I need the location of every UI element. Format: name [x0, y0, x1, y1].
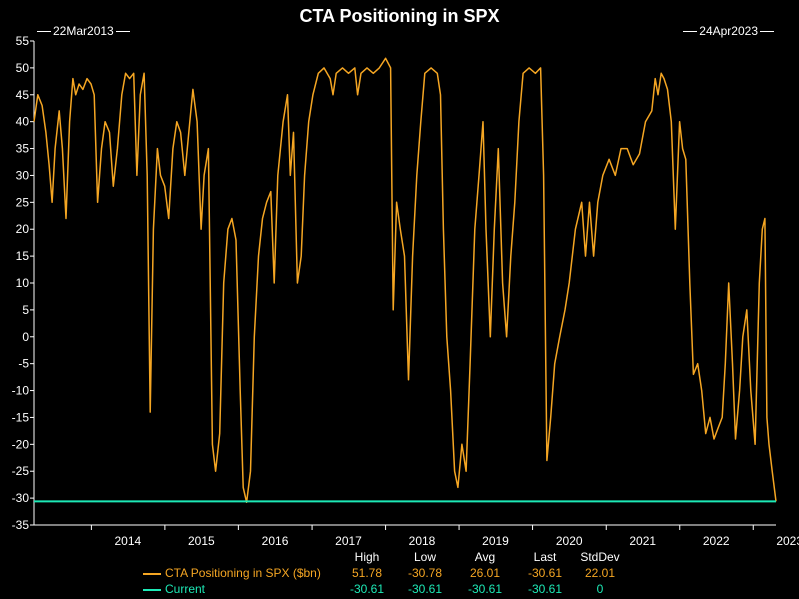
legend-entry: Current [143, 582, 205, 596]
x-tick-label: 2020 [556, 534, 583, 548]
y-tick-label: 45 [16, 88, 30, 102]
x-tick-label: 2019 [482, 534, 509, 548]
x-tick-label: 2022 [703, 534, 730, 548]
legend-entry: CTA Positioning in SPX ($bn) [143, 566, 321, 580]
stats-value-low: -30.78 [407, 566, 443, 580]
legend-swatch [143, 572, 161, 575]
y-tick-label: -25 [12, 464, 30, 478]
x-tick-label: 2016 [262, 534, 289, 548]
y-tick-label: 20 [16, 222, 30, 236]
x-tick-label: 2018 [409, 534, 436, 548]
x-tick-label: 2017 [335, 534, 362, 548]
y-tick-label: -15 [12, 410, 30, 424]
y-tick-label: 55 [16, 34, 30, 48]
y-tick-label: -20 [12, 437, 30, 451]
legend-label: CTA Positioning in SPX ($bn) [165, 566, 321, 580]
y-tick-label: 10 [16, 276, 30, 290]
y-tick-label: 15 [16, 249, 30, 263]
y-tick-label: -5 [18, 357, 29, 371]
stats-header: Last [533, 550, 557, 564]
y-tick-label: 50 [16, 61, 30, 75]
x-tick-label: 2023 [776, 534, 799, 548]
y-tick-label: 5 [22, 303, 29, 317]
stats-value-last: -30.61 [527, 566, 563, 580]
legend-label: Current [165, 582, 206, 596]
x-tick-label: 2014 [114, 534, 141, 548]
stats-value-low: -30.61 [407, 582, 443, 596]
y-tick-label: -30 [12, 491, 30, 505]
stats-header: Avg [474, 550, 496, 564]
x-tick-label: 2015 [188, 534, 215, 548]
y-tick-label: 40 [16, 115, 30, 129]
chart-title: CTA Positioning in SPX [299, 6, 500, 26]
end-date-label: 24Apr2023 [681, 24, 776, 38]
stats-value-high: -30.61 [349, 582, 385, 596]
stats-value-avg: -30.61 [467, 582, 503, 596]
stats-value-stddev: 22.01 [584, 566, 616, 580]
y-tick-label: -10 [12, 384, 30, 398]
y-tick-label: 30 [16, 168, 30, 182]
y-tick-label: -35 [12, 518, 30, 532]
y-tick-label: 0 [22, 330, 29, 344]
cta-positioning-line [33, 57, 777, 504]
x-tick-label: 2021 [629, 534, 656, 548]
start-date-label: 22Mar2013 [35, 24, 132, 38]
legend-swatch [143, 588, 161, 591]
stats-header: High [354, 550, 380, 564]
stats-value-last: -30.61 [527, 582, 563, 596]
stats-value-avg: 26.01 [469, 566, 501, 580]
stats-header: Low [413, 550, 436, 564]
y-tick-label: 25 [16, 195, 30, 209]
stats-value-high: 51.78 [351, 566, 383, 580]
stats-header: StdDev [580, 550, 620, 564]
y-tick-label: 35 [16, 142, 30, 156]
stats-value-stddev: 0 [596, 582, 604, 596]
